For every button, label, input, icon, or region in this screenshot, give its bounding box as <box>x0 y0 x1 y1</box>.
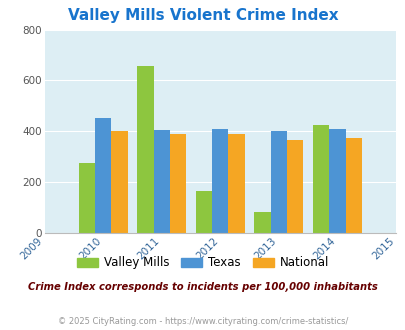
Bar <box>211 129 228 233</box>
Bar <box>195 191 211 233</box>
Bar <box>270 131 286 233</box>
Bar <box>170 134 186 233</box>
Bar <box>111 131 128 233</box>
Text: Valley Mills Violent Crime Index: Valley Mills Violent Crime Index <box>68 8 337 23</box>
Bar <box>312 125 328 233</box>
Bar <box>79 163 95 233</box>
Bar <box>286 140 303 233</box>
Bar <box>328 129 345 233</box>
Text: © 2025 CityRating.com - https://www.cityrating.com/crime-statistics/: © 2025 CityRating.com - https://www.city… <box>58 317 347 326</box>
Bar <box>95 118 111 233</box>
Text: Crime Index corresponds to incidents per 100,000 inhabitants: Crime Index corresponds to incidents per… <box>28 282 377 292</box>
Bar <box>228 134 244 233</box>
Bar <box>254 212 270 233</box>
Legend: Valley Mills, Texas, National: Valley Mills, Texas, National <box>72 252 333 274</box>
Bar <box>345 138 361 233</box>
Bar <box>153 130 170 233</box>
Bar <box>137 66 153 233</box>
